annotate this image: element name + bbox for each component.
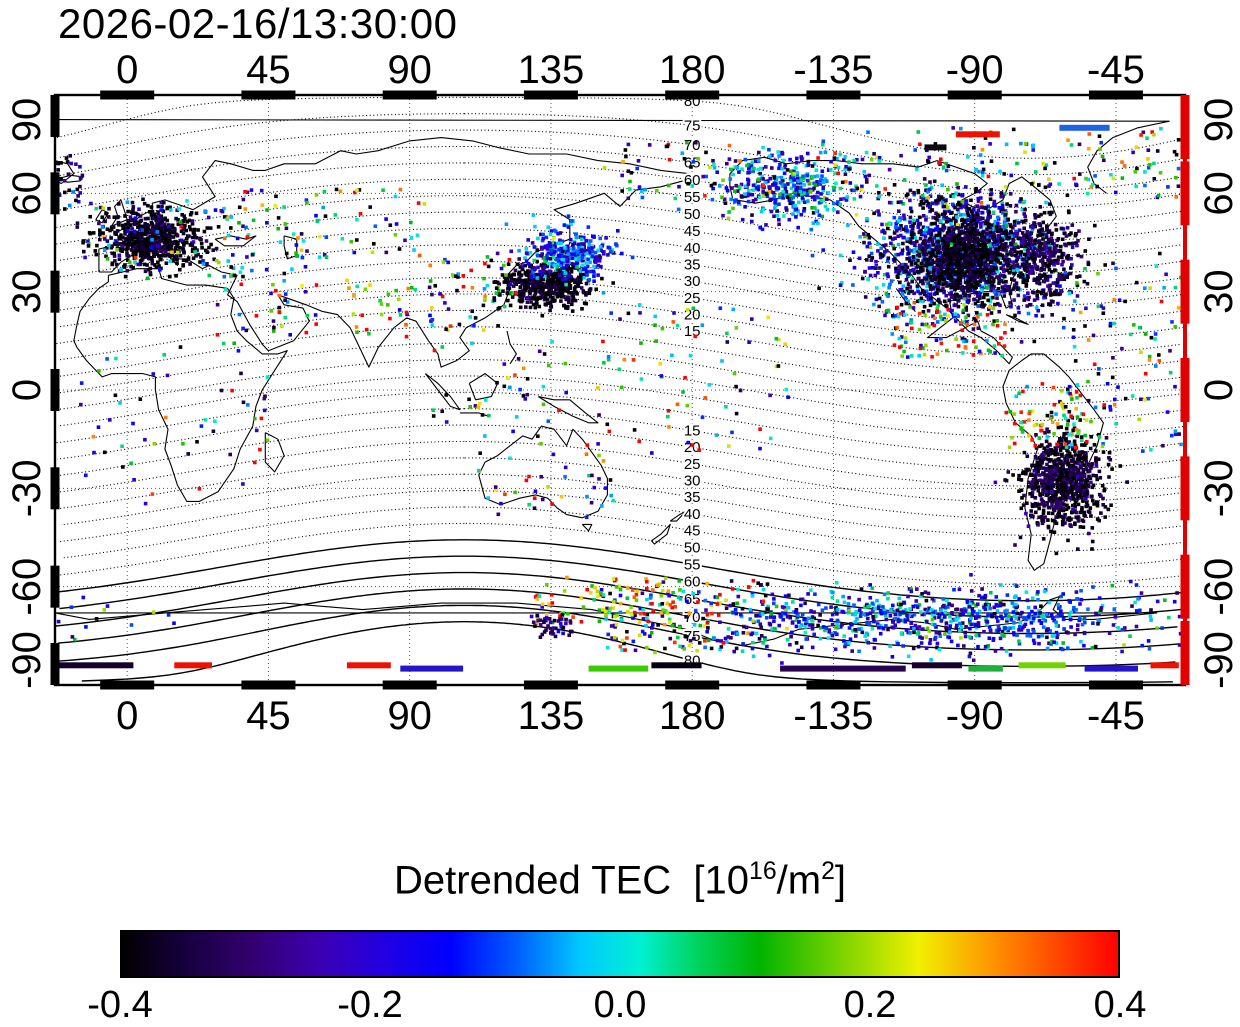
colorbar-tick-label: 0.4 xyxy=(1094,984,1147,1027)
lat-tick-label-right: 60 xyxy=(1197,171,1240,216)
lat-tick-label-right: 30 xyxy=(1197,269,1240,314)
contour-label: 60 xyxy=(684,573,701,590)
contour-label: 45 xyxy=(684,523,701,540)
lon-tick-label-top: 90 xyxy=(387,48,432,92)
contour-label: 40 xyxy=(684,506,701,523)
lon-tick-label-top: 135 xyxy=(518,48,585,92)
lon-tick-label-top: 0 xyxy=(116,48,138,92)
lat-tick-label-left: -60 xyxy=(5,558,49,616)
contour-label: 35 xyxy=(684,256,701,273)
lat-tick-label-right: -90 xyxy=(1197,631,1240,689)
lat-tick-label-right: 0 xyxy=(1197,379,1240,401)
lat-tick-label-left: 60 xyxy=(5,171,49,216)
colorbar-title: Detrended TEC [1016/m2] xyxy=(0,858,1240,903)
lat-tick-label-left: 30 xyxy=(5,269,49,314)
contour-label: 75 xyxy=(684,118,701,135)
colorbar-tick-label: -0.4 xyxy=(87,984,152,1027)
lat-tick-label-right: -30 xyxy=(1197,459,1240,517)
contour-label: 70 xyxy=(684,137,701,154)
lat-tick-label-left: -90 xyxy=(5,631,49,689)
lat-tick-label-right: 90 xyxy=(1197,98,1240,143)
lat-tick-label-left: -30 xyxy=(5,459,49,517)
lon-tick-label-bottom: 90 xyxy=(387,694,432,738)
lon-tick-label-top: -135 xyxy=(793,48,873,92)
lat-tick-label-left: 0 xyxy=(5,379,49,401)
colorbar-gradient xyxy=(120,930,1120,978)
contour-label: 15 xyxy=(684,323,701,340)
contour-label: 55 xyxy=(684,189,701,206)
colorbar-title-suffix: ] xyxy=(835,858,846,902)
contour-label: 20 xyxy=(684,439,701,456)
contour-label: 25 xyxy=(684,290,701,307)
contour-label: 45 xyxy=(684,223,701,240)
colorbar-title-exponent2: 2 xyxy=(821,858,835,885)
contour-label: 30 xyxy=(684,273,701,290)
lon-tick-label-bottom: -90 xyxy=(946,694,1004,738)
colorbar-tick-label: 0.2 xyxy=(844,984,897,1027)
lon-tick-label-top: 45 xyxy=(246,48,291,92)
lon-tick-label-bottom: -45 xyxy=(1087,694,1145,738)
colorbar-tick-label: 0.0 xyxy=(594,984,647,1027)
lon-tick-label-bottom: 45 xyxy=(246,694,291,738)
lon-tick-label-bottom: 135 xyxy=(518,694,585,738)
colorbar-title-mid: /m xyxy=(777,858,821,902)
lon-tick-label-bottom: 0 xyxy=(116,694,138,738)
colorbar-tick-label: -0.2 xyxy=(337,984,402,1027)
colorbar-title-text: Detrended TEC [10 xyxy=(394,858,749,902)
lon-tick-label-top: 180 xyxy=(659,48,726,92)
map-content: 8075706560555045403530252015152025303540… xyxy=(54,93,1185,685)
lon-tick-label-bottom: 180 xyxy=(659,694,726,738)
lon-tick-label-bottom: -135 xyxy=(793,694,873,738)
lat-tick-label-left: 90 xyxy=(5,98,49,143)
contour-label: 40 xyxy=(684,240,701,257)
contour-label: 15 xyxy=(684,423,701,440)
contour-label: 50 xyxy=(684,206,701,223)
lon-tick-label-top: -45 xyxy=(1087,48,1145,92)
contour-label: 30 xyxy=(684,472,701,489)
contour-label: 35 xyxy=(684,489,701,506)
contour-label: 25 xyxy=(684,456,701,473)
colorbar-title-exponent: 16 xyxy=(749,858,777,885)
contour-label: 50 xyxy=(684,539,701,556)
lon-tick-label-top: -90 xyxy=(946,48,1004,92)
contour-label: 55 xyxy=(684,556,701,573)
lat-tick-label-right: -60 xyxy=(1197,558,1240,616)
